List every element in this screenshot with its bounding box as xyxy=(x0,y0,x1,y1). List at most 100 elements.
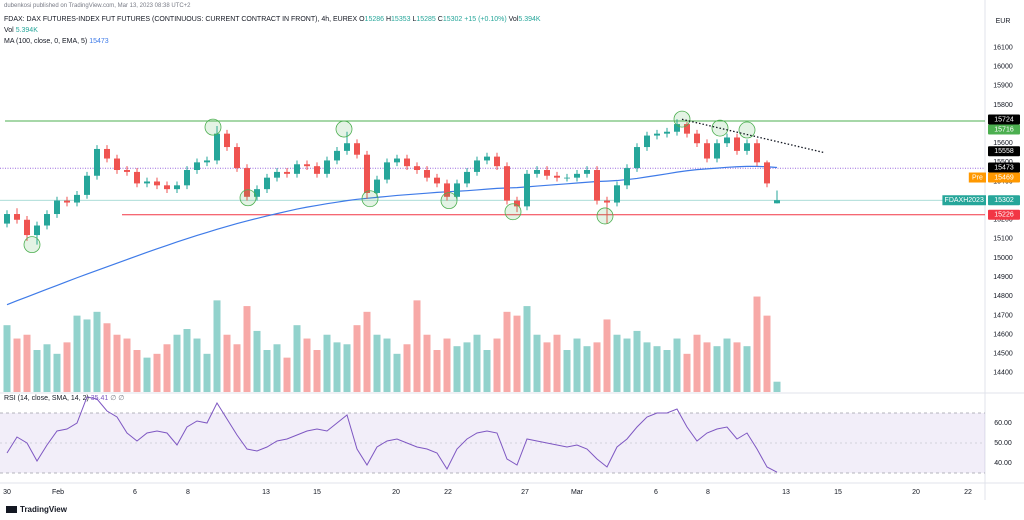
price-tag-label: 15473 xyxy=(994,164,1014,171)
candle-body xyxy=(514,200,520,207)
candle-body xyxy=(124,170,130,172)
candle-body xyxy=(754,143,760,163)
candle-body xyxy=(584,170,590,174)
ohlc-value: 15302 xyxy=(442,16,463,23)
candle-body xyxy=(424,170,430,178)
candle-body xyxy=(54,200,60,215)
candle-body xyxy=(474,160,480,172)
marker-circle xyxy=(596,207,614,225)
rsi-tick-label: 40.00 xyxy=(994,460,1012,467)
volume-bar xyxy=(73,315,81,392)
volume-bar xyxy=(533,334,541,392)
y-tick-label: 15600 xyxy=(993,140,1013,147)
volume-bar xyxy=(753,296,761,392)
vol-legend: Vol 5.394K xyxy=(4,27,38,34)
price-tag xyxy=(988,195,1020,206)
volume-bar xyxy=(143,357,151,392)
volume-bar xyxy=(733,342,741,392)
candle-body xyxy=(384,162,390,180)
candle-body xyxy=(664,131,670,134)
ohlc-key: O xyxy=(359,16,365,23)
candle-body xyxy=(194,162,200,171)
candle-body xyxy=(444,183,450,197)
volume-bar xyxy=(623,338,631,392)
candle-body xyxy=(254,189,260,197)
volume-bar xyxy=(633,330,641,392)
volume-bar xyxy=(53,353,61,392)
rsi-legend: RSI (14, close, SMA, 14, 2) 35.41 ∅ ∅ xyxy=(4,394,124,402)
candle-body xyxy=(674,124,680,132)
marker-circle xyxy=(204,118,222,136)
candle-body xyxy=(484,156,490,161)
x-tick-label: 22 xyxy=(444,489,452,496)
candle-body xyxy=(604,200,610,203)
volume-bar xyxy=(513,315,521,392)
candle-body xyxy=(14,214,20,220)
candle-body xyxy=(294,164,300,174)
candle-body xyxy=(534,170,540,174)
volume-bar xyxy=(33,350,41,392)
candle-body xyxy=(684,124,690,134)
volume-bar xyxy=(773,381,781,392)
volume-bar xyxy=(103,323,111,392)
candle-body xyxy=(564,177,570,179)
price-tag-label: 15469 xyxy=(994,174,1014,181)
candle-body xyxy=(734,137,740,151)
volume-bar xyxy=(593,342,601,392)
volume-bar xyxy=(123,338,131,392)
x-tick-label: Mar xyxy=(571,489,584,496)
ohlc-value: 15285 xyxy=(416,16,436,23)
volume-bar xyxy=(3,325,11,392)
volume-bar xyxy=(23,334,31,392)
volume-bar xyxy=(173,334,181,392)
x-tick-label: 8 xyxy=(706,489,710,496)
volume-bar xyxy=(583,346,591,392)
y-tick-label: 16000 xyxy=(993,64,1013,71)
volume-bar xyxy=(393,353,401,392)
candle-body xyxy=(454,183,460,197)
marker-circle xyxy=(361,190,379,208)
x-tick-label: Feb xyxy=(52,489,64,496)
candle-body xyxy=(224,133,230,148)
volume-bar xyxy=(273,344,281,392)
volume-bar xyxy=(63,342,71,392)
volume-bar xyxy=(603,319,611,392)
volume-bar xyxy=(653,346,661,392)
rsi-name: RSI (14, close, SMA, 14, 2) xyxy=(4,395,89,402)
ohlc-key: L xyxy=(412,16,417,23)
marker-circle xyxy=(738,121,756,139)
candle-body xyxy=(404,158,410,167)
volume-bar xyxy=(263,350,271,392)
volume-bar xyxy=(543,342,551,392)
candle-body xyxy=(114,158,120,171)
marker-circle xyxy=(440,192,458,210)
price-tag-label: 15226 xyxy=(994,212,1014,219)
volume-bar xyxy=(253,330,261,392)
vol-value: 5.394K xyxy=(518,16,541,23)
candle-body xyxy=(94,148,100,176)
ohlc-key: H xyxy=(385,16,392,23)
tag-name-box xyxy=(968,172,986,183)
candle-body xyxy=(524,173,530,207)
candle-body xyxy=(504,166,510,201)
candle-body xyxy=(334,150,340,161)
rsi-band xyxy=(0,413,985,473)
ma-line xyxy=(6,165,778,306)
volume-bar xyxy=(153,353,161,392)
volume-bar xyxy=(423,334,431,392)
marker-circle xyxy=(504,203,522,221)
candle-body xyxy=(184,170,190,186)
y-tick-label: 14700 xyxy=(993,312,1013,319)
rsi-tick-label: 50.00 xyxy=(994,440,1012,447)
vol-key: Vol xyxy=(508,16,519,23)
volume-bar xyxy=(673,338,681,392)
ma-name: MA (100, close, 0, EMA, 5) xyxy=(4,38,88,45)
volume-bar xyxy=(13,338,21,392)
volume-bar xyxy=(303,338,311,392)
volume-bar xyxy=(463,342,471,392)
candle-body xyxy=(104,148,110,159)
logo xyxy=(6,506,17,513)
y-tick-label: 15200 xyxy=(993,217,1013,224)
